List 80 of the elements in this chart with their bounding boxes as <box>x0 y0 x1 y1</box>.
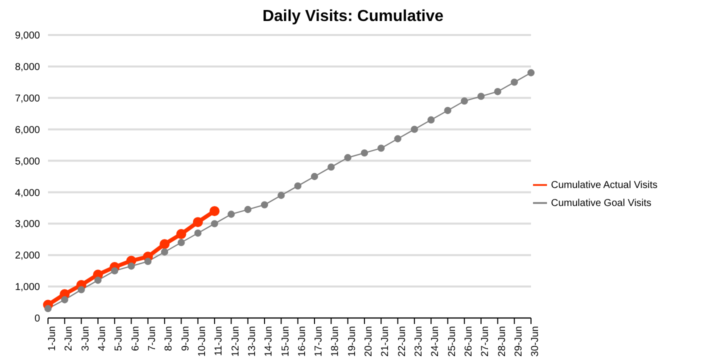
x-tick-label: 9-Jun <box>180 326 192 352</box>
x-tick-label: 16-Jun <box>296 326 308 357</box>
legend-label: Cumulative Actual Visits <box>551 180 658 191</box>
y-tick-label: 8,000 <box>14 62 40 73</box>
point <box>394 135 402 142</box>
x-tick-label: 15-Jun <box>280 326 292 357</box>
point <box>510 78 518 86</box>
x-tick-label: 8-Jun <box>164 326 175 352</box>
point <box>178 238 185 246</box>
x-tick-label: 19-Jun <box>346 326 358 357</box>
point <box>360 149 368 157</box>
point <box>244 206 252 214</box>
y-tick-label: 0 <box>34 314 40 325</box>
x-tick-label: 24-Jun <box>430 326 442 357</box>
x-tick-label: 14-Jun <box>264 326 275 357</box>
y-tick-label: 9,000 <box>14 30 40 42</box>
point <box>44 304 52 312</box>
x-tick-label: 28-Jun <box>496 326 508 357</box>
point <box>527 69 535 76</box>
point <box>92 270 103 280</box>
x-tick-label: 29-Jun <box>513 326 524 357</box>
x-tick-label: 20-Jun <box>364 326 375 357</box>
point <box>278 192 285 199</box>
point <box>192 217 203 228</box>
x-tick-label: 13-Jun <box>246 326 258 357</box>
y-tick-label: 7,000 <box>14 93 40 104</box>
point <box>160 239 170 250</box>
x-tick-label: 4-Jun <box>97 326 108 352</box>
point <box>61 296 68 304</box>
y-tick-label: 3,000 <box>14 219 40 230</box>
x-tick-label: 5-Jun <box>114 326 125 352</box>
x-tick-label: 2-Jun <box>64 326 75 352</box>
x-tick-label: 26-Jun <box>463 326 474 357</box>
x-tick-label: 17-Jun <box>314 326 325 357</box>
point <box>126 256 136 266</box>
y-tick-label: 6,000 <box>14 124 40 136</box>
point <box>210 220 218 228</box>
point <box>210 206 220 216</box>
chart-title: Daily Visits: Cumulative <box>261 8 445 27</box>
x-tick-label: 18-Jun <box>330 326 342 357</box>
point <box>310 172 318 180</box>
x-tick-label: 25-Jun <box>446 326 458 357</box>
point <box>194 230 202 237</box>
point <box>494 88 502 96</box>
x-tick-label: 21-Jun <box>380 326 392 357</box>
y-tick-label: 2,000 <box>14 250 40 262</box>
x-tick-label: 12-Jun <box>230 326 242 357</box>
point <box>128 262 135 270</box>
x-tick-label: 1-Jun <box>47 326 58 352</box>
point <box>260 201 268 208</box>
point <box>427 116 435 124</box>
point <box>78 286 85 294</box>
point <box>328 163 335 171</box>
legend-label: Cumulative Goal Visits <box>551 198 652 209</box>
point <box>160 248 168 256</box>
y-tick-label: 1,000 <box>14 282 40 294</box>
x-tick-label: 27-Jun <box>480 326 492 357</box>
point <box>228 210 235 218</box>
point <box>344 154 352 162</box>
x-tick-label: 30-Jun <box>530 326 542 357</box>
point <box>460 97 468 105</box>
y-tick-label: 4,000 <box>14 188 40 199</box>
x-tick-label: 7-Jun <box>147 326 158 352</box>
point <box>294 182 302 190</box>
point <box>60 289 70 300</box>
point <box>144 258 152 265</box>
x-tick-label: 6-Jun <box>130 326 142 352</box>
x-tick-label: 23-Jun <box>414 326 425 357</box>
point <box>111 267 118 274</box>
x-tick-label: 10-Jun <box>196 326 208 357</box>
x-tick-label: 22-Jun <box>396 326 408 357</box>
point <box>176 229 186 240</box>
y-tick-label: 5,000 <box>14 156 40 168</box>
x-tick-label: 11-Jun <box>214 326 225 356</box>
point <box>477 92 485 100</box>
x-tick-label: 3-Jun <box>80 326 92 352</box>
point <box>94 276 102 284</box>
point <box>410 126 418 133</box>
point <box>444 106 452 114</box>
point <box>378 144 385 152</box>
